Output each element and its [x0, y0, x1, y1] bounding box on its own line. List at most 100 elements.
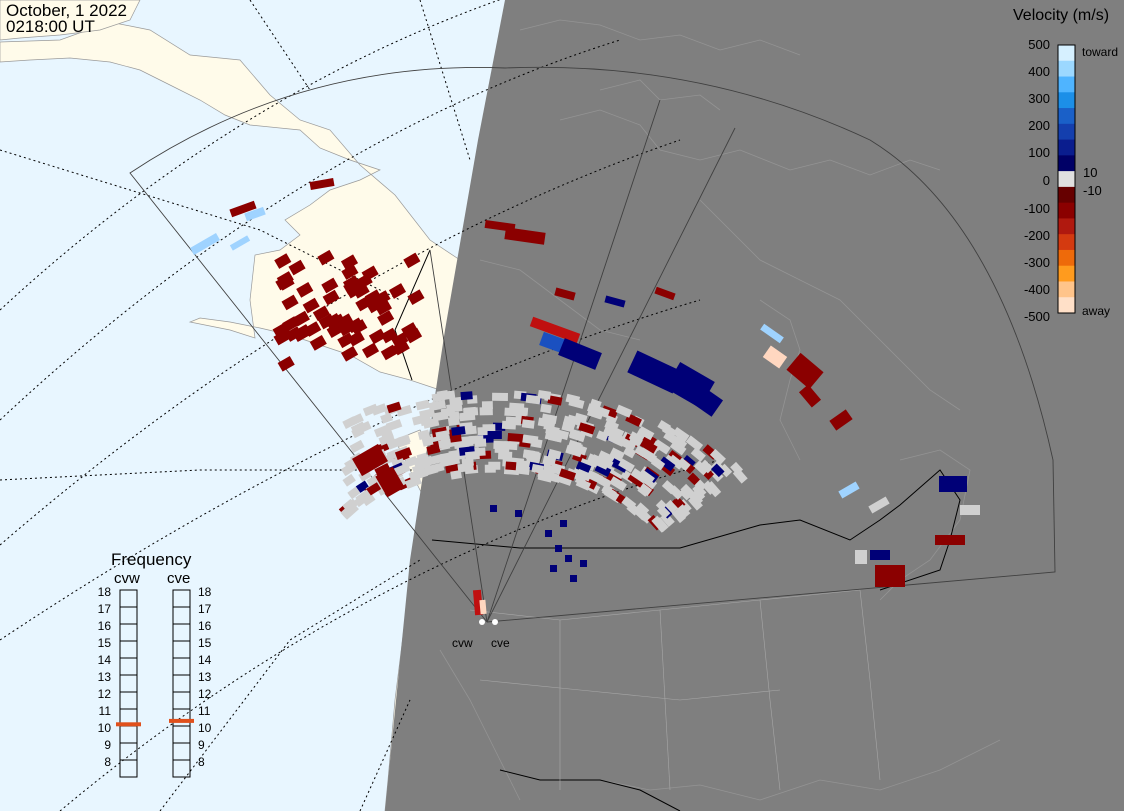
velocity-cell	[366, 297, 384, 314]
velocity-cell	[342, 498, 356, 512]
time-label: 0218:00 UT	[6, 17, 95, 36]
velocity-cell	[490, 505, 497, 512]
velocity-cell	[403, 252, 421, 269]
velocity-cell	[345, 282, 363, 299]
frequency-level-label: 17	[198, 602, 212, 616]
frequency-level-label: 13	[198, 670, 212, 684]
velocity-cell	[672, 435, 688, 450]
velocity-cell	[356, 420, 372, 434]
velocity-cell	[855, 550, 867, 564]
velocity-cell	[380, 412, 393, 424]
velocity-cell	[762, 345, 788, 369]
velocity-cell	[556, 473, 573, 486]
velocity-cell	[690, 447, 706, 462]
velocity-cell	[459, 437, 474, 448]
velocity-cell	[393, 462, 411, 476]
frequency-level-label: 8	[198, 755, 205, 769]
colorbar-tick-label: -300	[1024, 255, 1050, 270]
velocity-cell	[689, 491, 704, 507]
velocity-cell	[935, 535, 965, 545]
velocity-cell	[575, 477, 591, 491]
velocity-cell	[429, 462, 445, 474]
velocity-cell	[618, 458, 635, 473]
colorbar-swatch	[1058, 249, 1075, 267]
velocity-cell	[378, 432, 396, 446]
velocity-cell	[411, 414, 425, 426]
velocity-cell	[592, 456, 610, 470]
colorbar-swatch	[1058, 139, 1075, 156]
velocity-cell	[401, 322, 419, 338]
colorbar-swatch	[1058, 92, 1075, 109]
frequency-level-label: 18	[98, 585, 112, 599]
colorbar-toward-label: toward	[1082, 45, 1118, 59]
velocity-cell	[463, 406, 477, 416]
velocity-cell	[786, 352, 824, 390]
velocity-cell	[374, 299, 393, 316]
velocity-cell	[464, 450, 480, 461]
velocity-cell	[542, 455, 557, 467]
velocity-cell	[426, 444, 441, 455]
colorbar-swatch	[1058, 218, 1075, 235]
velocity-cell	[505, 461, 517, 471]
velocity-cell	[545, 530, 552, 537]
velocity-cell	[443, 390, 456, 400]
colorbar-swatch	[1058, 45, 1075, 62]
velocity-cell	[521, 419, 535, 429]
date-label: October, 1 2022	[6, 1, 127, 20]
velocity-cell	[575, 468, 592, 482]
velocity-cell	[685, 435, 704, 452]
velocity-cell	[444, 463, 459, 474]
velocity-cell	[671, 508, 687, 524]
velocity-cell	[960, 505, 980, 515]
velocity-cell	[492, 392, 508, 401]
frequency-level-label: 15	[198, 636, 212, 650]
velocity-cell	[627, 472, 645, 488]
velocity-cell	[525, 450, 541, 461]
velocity-cell	[421, 436, 434, 447]
land-siberia	[0, 0, 141, 41]
velocity-cell	[654, 286, 676, 301]
colorbar-tick-label: 100	[1028, 145, 1050, 160]
night-coastlines	[439, 19, 1001, 801]
colorbar-swatch	[1058, 171, 1075, 188]
frequency-scale-cve	[172, 589, 191, 778]
velocity-cell	[653, 517, 669, 533]
colorbar-tick-label: 400	[1028, 64, 1050, 79]
velocity-cell	[457, 462, 474, 473]
velocity-cell	[391, 332, 409, 348]
velocity-cell	[709, 448, 726, 465]
velocity-cell	[702, 480, 717, 495]
velocity-cell	[362, 403, 379, 417]
colorbar-tick-label: 500	[1028, 37, 1050, 52]
frequency-level-label: 9	[198, 738, 205, 752]
frequency-marker-cvw	[116, 722, 141, 727]
velocity-cell	[273, 329, 291, 346]
velocity-cell	[342, 275, 361, 291]
state-lines	[469, 589, 881, 791]
velocity-cell	[479, 599, 487, 615]
colorbar-swatch	[1058, 297, 1075, 314]
frequency-level-label: 8	[104, 755, 111, 769]
velocity-cell	[302, 297, 320, 314]
velocity-cell	[798, 384, 822, 408]
velocity-cell	[709, 468, 724, 483]
velocity-cell	[615, 404, 633, 418]
velocity-cell	[609, 476, 627, 492]
velocity-cell	[658, 456, 676, 472]
velocity-cell	[341, 503, 359, 520]
velocity-cell	[361, 493, 376, 507]
velocity-cell	[487, 430, 502, 439]
velocity-cell	[377, 310, 395, 326]
velocity-cell	[354, 494, 368, 508]
velocity-cell	[634, 445, 648, 458]
velocity-cell	[618, 437, 637, 452]
velocity-cell	[479, 407, 493, 416]
velocity-cell	[229, 235, 251, 251]
velocity-cell	[622, 446, 637, 459]
velocity-cell	[594, 463, 612, 477]
colorbar-tick-label: -500	[1024, 309, 1050, 324]
velocity-cell	[349, 413, 364, 426]
frequency-title: Frequency	[111, 550, 192, 569]
velocity-cell	[371, 403, 388, 416]
velocity-cell	[578, 422, 596, 435]
